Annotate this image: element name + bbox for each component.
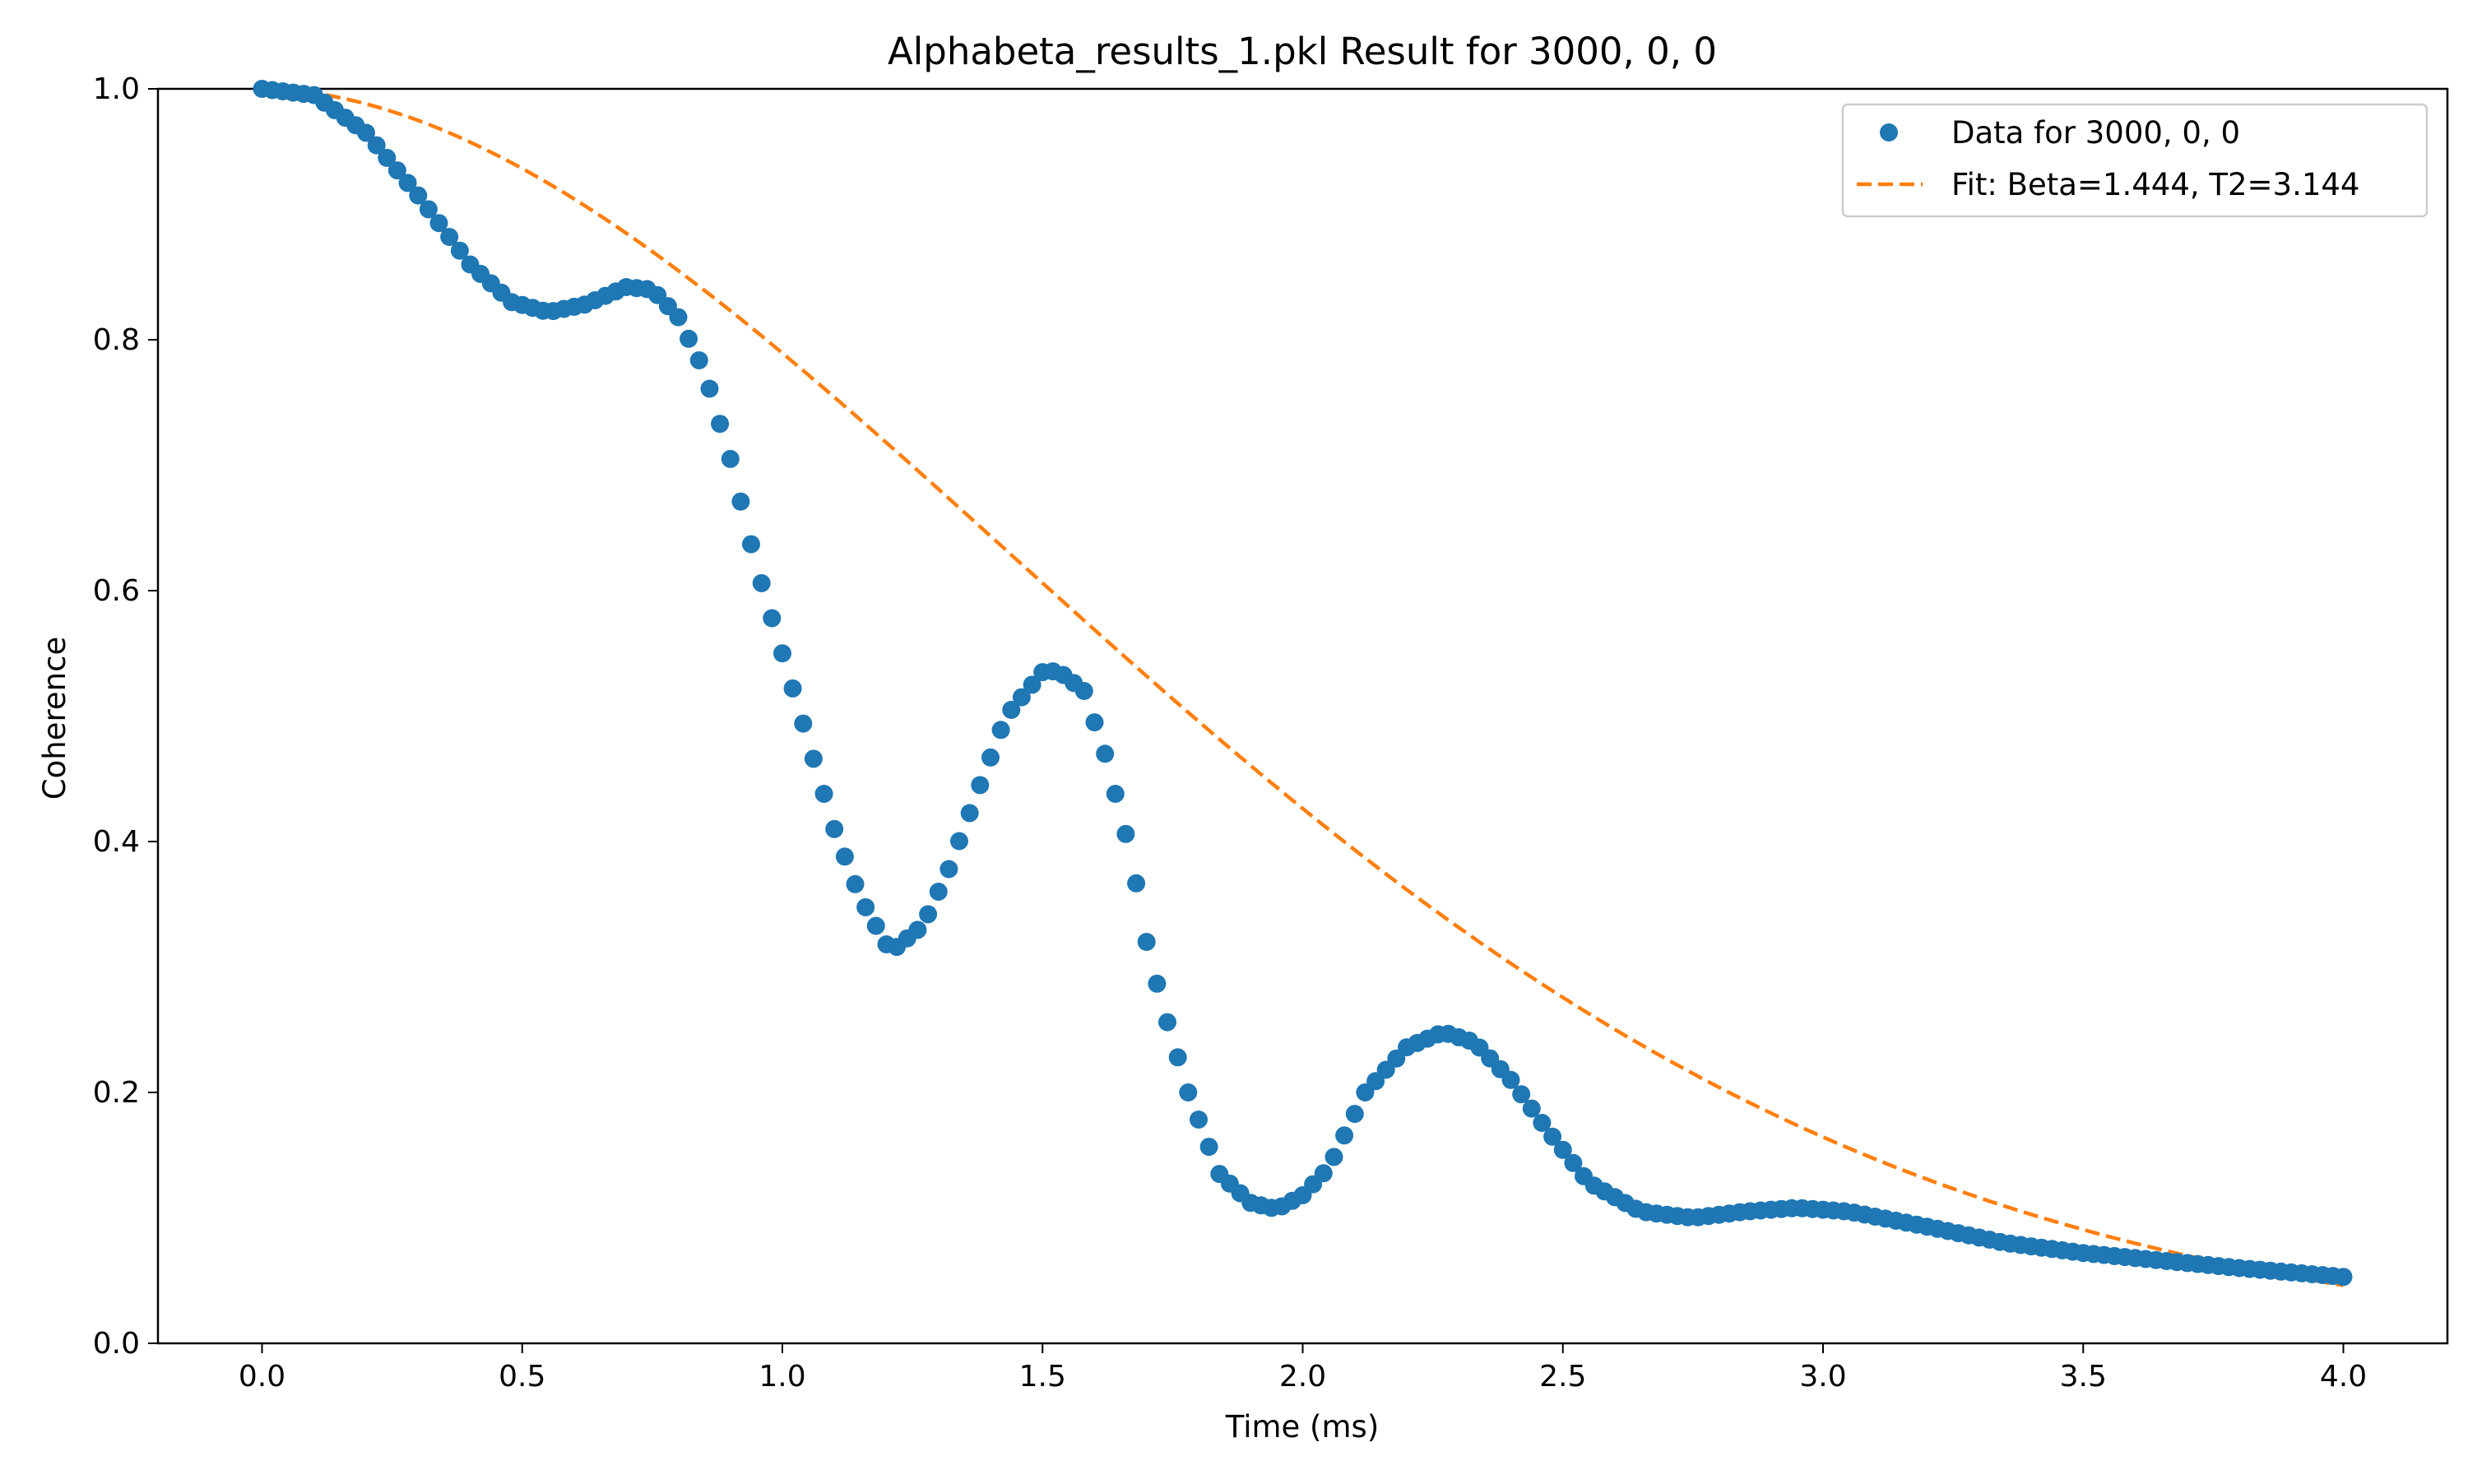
data-point xyxy=(752,573,771,592)
data-point xyxy=(971,776,990,795)
data-point xyxy=(367,136,386,155)
data-point xyxy=(1345,1105,1364,1124)
x-tick-label: 1.0 xyxy=(758,1360,805,1394)
data-point xyxy=(804,749,823,768)
data-point xyxy=(1335,1126,1354,1145)
data-point xyxy=(1324,1148,1343,1166)
data-point xyxy=(1023,675,1041,694)
data-point xyxy=(1137,933,1156,951)
data-point xyxy=(1543,1127,1562,1146)
legend-marker-data xyxy=(1880,123,1898,141)
data-layer xyxy=(253,80,2353,1287)
data-point xyxy=(1533,1114,1552,1132)
legend-label-data: Data for 3000, 0, 0 xyxy=(1951,115,2240,151)
x-tick-label: 0.5 xyxy=(499,1360,545,1394)
data-point xyxy=(908,921,927,939)
data-point xyxy=(669,308,688,327)
data-point xyxy=(721,449,740,468)
data-point xyxy=(680,329,698,348)
data-point xyxy=(1158,1013,1176,1032)
data-point xyxy=(1512,1085,1531,1104)
data-point xyxy=(981,748,1000,767)
data-point xyxy=(1116,824,1135,843)
data-point xyxy=(731,492,750,511)
chart-title: Alphabeta_results_1.pkl Result for 3000,… xyxy=(888,30,1717,73)
data-point xyxy=(1190,1111,1208,1129)
data-point xyxy=(1501,1070,1520,1089)
fit-layer xyxy=(262,86,2344,1287)
data-point xyxy=(742,535,760,554)
x-tick-label: 2.5 xyxy=(1539,1360,1586,1394)
data-point xyxy=(398,174,417,192)
y-tick-label: 1.0 xyxy=(93,72,140,106)
data-point xyxy=(950,832,968,851)
data-point xyxy=(357,123,375,142)
data-point xyxy=(409,186,428,205)
data-point xyxy=(794,714,813,733)
data-point xyxy=(440,228,459,246)
data-point xyxy=(929,883,948,901)
data-point xyxy=(1553,1140,1572,1159)
data-point xyxy=(835,847,854,866)
data-point xyxy=(700,379,719,398)
axes-frame xyxy=(156,87,2449,1345)
plot-area xyxy=(156,80,2449,1345)
data-point xyxy=(763,609,782,628)
data-point xyxy=(1168,1048,1187,1067)
data-point xyxy=(2334,1268,2353,1287)
data-point xyxy=(856,897,875,916)
data-point xyxy=(825,819,844,838)
data-point xyxy=(1148,974,1167,993)
y-tick-label: 0.2 xyxy=(93,1076,140,1110)
data-point xyxy=(419,200,438,219)
y-tick-label: 0.6 xyxy=(93,574,140,608)
y-tick-label: 0.8 xyxy=(93,323,140,357)
data-point xyxy=(1106,785,1125,803)
data-point xyxy=(429,214,448,233)
data-point xyxy=(1074,682,1093,700)
data-point xyxy=(991,721,1010,740)
data-point xyxy=(689,351,708,369)
data-point xyxy=(773,644,791,663)
data-point xyxy=(1002,700,1021,719)
data-point xyxy=(1096,744,1115,763)
data-point xyxy=(1179,1083,1198,1101)
data-point xyxy=(1314,1164,1333,1183)
fit-line xyxy=(262,86,2344,1287)
x-tick-label: 0.0 xyxy=(239,1360,285,1394)
data-point xyxy=(711,415,730,434)
x-tick-label: 3.0 xyxy=(1799,1360,1846,1394)
data-point xyxy=(960,804,979,823)
data-point xyxy=(1564,1153,1583,1172)
legend-label-fit: Fit: Beta=1.444, T2=3.144 xyxy=(1951,167,2359,202)
data-point xyxy=(1522,1099,1541,1118)
data-point xyxy=(378,148,397,167)
x-axis-ticks: 0.0 0.5 1.0 1.5 2.0 2.5 3.0 3.5 4.0 xyxy=(239,1343,2367,1394)
legend-box xyxy=(1841,103,2429,218)
y-tick-label: 0.4 xyxy=(93,825,140,859)
x-tick-label: 3.5 xyxy=(2060,1360,2107,1394)
data-point xyxy=(783,679,802,698)
y-tick-label: 0.0 xyxy=(93,1327,140,1361)
data-point xyxy=(387,161,406,180)
x-tick-label: 4.0 xyxy=(2320,1360,2367,1394)
legend: Data for 3000, 0, 0 Fit: Beta=1.444, T2=… xyxy=(1841,103,2429,218)
data-point xyxy=(919,905,938,924)
y-axis-ticks: 0.0 0.2 0.4 0.6 0.8 1.0 xyxy=(93,72,158,1361)
data-point xyxy=(450,241,469,260)
x-tick-label: 1.5 xyxy=(1019,1360,1066,1394)
data-point xyxy=(866,916,885,935)
data-point xyxy=(1199,1138,1218,1157)
data-point xyxy=(1012,688,1031,707)
x-tick-label: 2.0 xyxy=(1279,1360,1326,1394)
x-axis-label: Time (ms) xyxy=(1225,1409,1380,1445)
data-point xyxy=(939,860,958,879)
y-axis-label: Coherence xyxy=(37,637,72,800)
data-point xyxy=(814,785,833,803)
data-point xyxy=(1085,713,1104,732)
data-point xyxy=(846,874,865,893)
data-point xyxy=(1127,874,1146,893)
